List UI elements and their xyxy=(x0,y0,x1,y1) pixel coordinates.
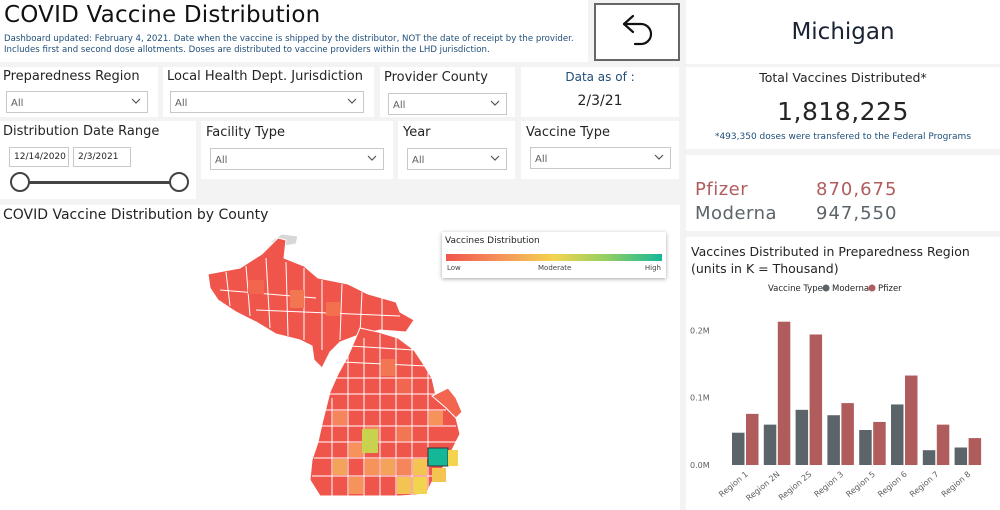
map-legend: Vaccines Distribution Low Moderate High xyxy=(442,232,666,278)
year-dropdown[interactable]: All xyxy=(407,148,507,170)
moderna-label: Moderna xyxy=(695,203,778,224)
bar-pfizer-region-2s xyxy=(809,334,823,465)
dropdown-value: All xyxy=(412,155,425,166)
legend-high-label: High xyxy=(644,264,661,272)
county-oakland xyxy=(427,447,449,467)
bar-chart-title: Vaccines Distributed in Preparedness Reg… xyxy=(691,244,970,276)
legend-label-moderna: Moderna xyxy=(832,284,869,294)
filter-label-date-range: Distribution Date Range xyxy=(3,124,160,139)
bar-moderna-region-6 xyxy=(891,404,904,465)
moderna-value: 947,550 xyxy=(816,203,898,224)
header-panel xyxy=(0,0,588,62)
date-range-slider-end-handle[interactable] xyxy=(169,172,189,192)
bar-pfizer-region-3 xyxy=(841,403,854,465)
bar-moderna-region-7 xyxy=(922,450,936,465)
kpi-title: Total Vaccines Distributed* xyxy=(759,70,927,85)
lp-county-borders xyxy=(312,334,458,496)
dropdown-value: All xyxy=(393,100,406,111)
legend-label-pfizer: Pfizer xyxy=(878,284,902,294)
bar-moderna-region-2n xyxy=(763,424,777,465)
back-button[interactable] xyxy=(594,3,680,61)
pfizer-label: Pfizer xyxy=(695,179,749,200)
county-kent xyxy=(362,429,378,453)
kpi-value: 1,818,225 xyxy=(777,97,909,126)
state-name: Michigan xyxy=(686,0,1000,64)
dropdown-value: All xyxy=(175,98,188,109)
county-macomb xyxy=(448,450,458,466)
end-date-input[interactable]: 2/3/2021 xyxy=(73,147,131,167)
legend-marker-moderna xyxy=(822,284,830,292)
x-tick-label: Region 3 xyxy=(813,470,846,499)
bar-moderna-region-5 xyxy=(859,430,872,465)
vaccine-breakdown-card xyxy=(686,155,1000,231)
page-subtitle: Dashboard updated: February 4, 2021. Dat… xyxy=(4,34,574,55)
page-title: COVID Vaccine Distribution xyxy=(4,2,321,28)
map-title: COVID Vaccine Distribution by County xyxy=(3,207,269,223)
thumb-counties[interactable] xyxy=(431,387,463,419)
legend-title: Vaccines Distribution xyxy=(445,236,540,246)
provider-county-dropdown[interactable]: All xyxy=(388,93,507,115)
y-tick-label: 0.0M xyxy=(690,461,710,470)
upper-peninsula[interactable] xyxy=(207,237,415,369)
dropdown-value: All xyxy=(215,155,228,166)
lp-county-tints[interactable] xyxy=(333,359,458,494)
dropdown-value: All xyxy=(11,98,24,109)
county-wayne xyxy=(432,468,446,482)
x-tick-label: Region 8 xyxy=(940,470,973,499)
start-date-input[interactable]: 12/14/2020 xyxy=(9,147,69,167)
chevron-down-icon xyxy=(490,100,500,106)
filter-label-vaccine: Vaccine Type xyxy=(526,125,610,140)
bar-moderna-region-3 xyxy=(827,415,840,465)
filter-label-county: Provider County xyxy=(384,70,488,85)
filter-label-region: Preparedness Region xyxy=(3,69,140,84)
bar-pfizer-region-7 xyxy=(936,424,950,465)
bar-pfizer-region-2n xyxy=(777,321,791,465)
x-tick-label: Region 5 xyxy=(844,470,877,499)
legend-gradient xyxy=(446,254,662,261)
chevron-down-icon xyxy=(347,98,357,104)
up-county-tints[interactable] xyxy=(248,280,340,316)
bar-pfizer-region-6 xyxy=(905,375,918,465)
region-bar-chart[interactable]: Vaccine Type Moderna Pfizer 0.0M 0.1M 0.2M Reg… xyxy=(686,276,1000,510)
bar-moderna-region-2s xyxy=(795,409,809,465)
x-tick-label: Region 6 xyxy=(876,470,909,499)
bar-moderna-region-1 xyxy=(732,432,745,465)
data-as-of-card xyxy=(521,67,679,117)
preparedness-region-dropdown[interactable]: All xyxy=(6,91,148,113)
chevron-down-icon xyxy=(131,98,141,104)
vaccine-type-dropdown[interactable]: All xyxy=(530,147,671,169)
legend-mid-label: Moderate xyxy=(538,264,572,272)
y-tick-label: 0.1M xyxy=(690,394,710,403)
legend-marker-pfizer xyxy=(868,284,876,292)
date-range-slider-track[interactable] xyxy=(20,181,179,184)
facility-type-dropdown[interactable]: All xyxy=(210,148,384,170)
x-tick-label: Region 7 xyxy=(908,470,941,499)
chevron-down-icon xyxy=(367,155,377,161)
filter-label-facility: Facility Type xyxy=(206,125,286,140)
x-tick-label: Region 2N xyxy=(744,470,781,503)
y-tick-label: 0.2M xyxy=(690,326,710,335)
legend-low-label: Low xyxy=(447,264,461,272)
pfizer-value: 870,675 xyxy=(816,179,898,200)
date-range-slider-start-handle[interactable] xyxy=(10,172,30,192)
bar-pfizer-region-1 xyxy=(746,413,759,465)
filter-label-year: Year xyxy=(403,125,431,140)
lhd-jurisdiction-dropdown[interactable]: All xyxy=(170,91,364,113)
data-as-of-value: 2/3/21 xyxy=(577,93,623,109)
back-arrow-icon xyxy=(622,14,653,46)
filter-label-lhd: Local Health Dept. Jurisdiction xyxy=(167,69,363,84)
data-as-of-label: Data as of : xyxy=(565,70,635,84)
chevron-down-icon xyxy=(654,154,664,160)
dropdown-value: All xyxy=(535,154,548,165)
legend-title: Vaccine Type xyxy=(768,284,823,294)
kpi-card xyxy=(686,67,1000,149)
x-tick-label: Region 2S xyxy=(777,470,814,503)
bar-pfizer-region-5 xyxy=(873,421,886,465)
kpi-note: *493,350 doses were transfered to the Fe… xyxy=(714,132,972,142)
bar-moderna-region-8 xyxy=(954,447,968,465)
michigan-county-map[interactable] xyxy=(200,228,470,503)
chevron-down-icon xyxy=(490,155,500,161)
bar-pfizer-region-8 xyxy=(968,438,982,465)
